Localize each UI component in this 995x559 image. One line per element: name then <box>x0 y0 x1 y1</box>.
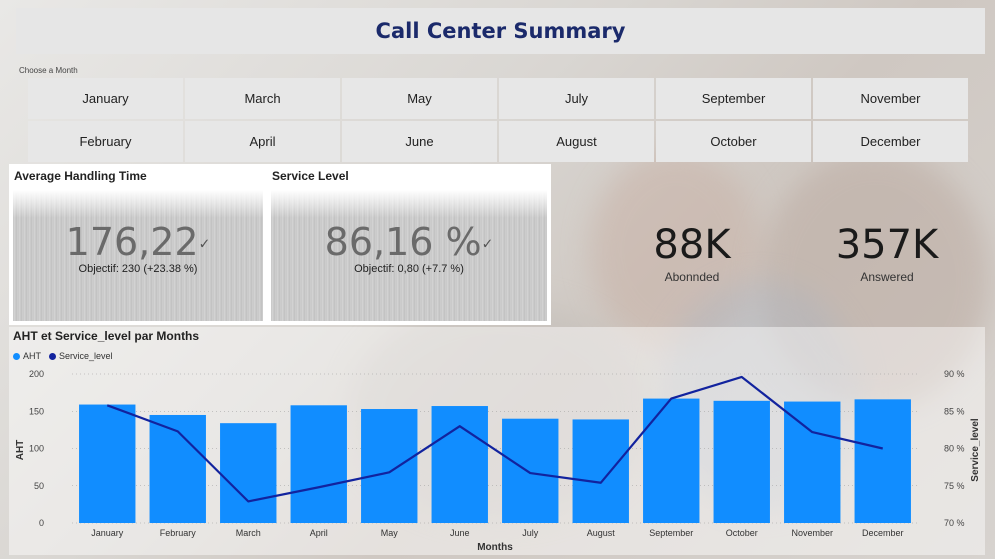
y-tick-label: 100 <box>29 444 44 454</box>
month-button-june[interactable]: June <box>342 121 497 162</box>
page-title: Call Center Summary <box>375 19 626 43</box>
legend-item-aht[interactable]: AHT <box>13 351 41 361</box>
aht-kpi-title: Average Handling Time <box>14 169 147 183</box>
service-level-kpi-title: Service Level <box>272 169 349 183</box>
chart-title: AHT et Service_level par Months <box>13 329 200 343</box>
bar-aht <box>784 401 841 523</box>
title-bar: Call Center Summary <box>16 8 985 54</box>
check-icon: ✓ <box>198 236 211 253</box>
bar-aht <box>431 406 488 523</box>
bar-aht <box>149 414 206 523</box>
line-service-level <box>106 375 883 503</box>
bar-aht <box>79 404 136 523</box>
y-right-tick-label: 80 % <box>944 444 965 454</box>
month-button-september[interactable]: September <box>656 78 811 119</box>
service-level-kpi-value-row: 86,16 %✓ <box>267 220 551 264</box>
y-tick-label: 50 <box>34 481 44 491</box>
service-level-kpi-goal: Objectif: 0,80 (+7.7 %) <box>354 263 464 275</box>
y-right-axis-title: Service_level <box>970 418 981 482</box>
aht-kpi-value-row: 176,22✓ <box>9 220 267 264</box>
x-axis-title: Months <box>477 542 513 553</box>
month-button-july[interactable]: July <box>499 78 654 119</box>
y-axis-title: AHT <box>15 440 26 461</box>
bar-aht <box>502 418 559 523</box>
abandoned-kpi-label: Abonnded <box>664 270 720 284</box>
bar-aht <box>643 398 700 523</box>
month-picker-label: Choose a Month <box>19 66 78 75</box>
y-right-tick-label: 90 % <box>944 369 965 379</box>
check-icon: ✓ <box>481 236 494 253</box>
bar-aht <box>220 423 277 523</box>
legend-label-service-level: Service_level <box>59 351 113 361</box>
abandoned-kpi-value: 88K <box>653 222 731 268</box>
month-button-august[interactable]: August <box>499 121 654 162</box>
month-button-november[interactable]: November <box>813 78 968 119</box>
legend-dot-icon <box>13 353 20 361</box>
legend-item-service-level[interactable]: Service_level <box>49 351 113 361</box>
abandoned-kpi-card[interactable]: 88K Abonnded <box>627 222 757 284</box>
background-photo-blob <box>590 150 760 350</box>
x-tick-label: August <box>587 528 616 538</box>
legend-label-aht: AHT <box>23 351 41 361</box>
x-tick-label: November <box>791 528 833 538</box>
bar-aht <box>572 419 629 523</box>
x-tick-label: September <box>649 528 693 538</box>
aht-kpi-value: 176,22 <box>65 220 199 264</box>
month-button-march[interactable]: March <box>185 78 340 119</box>
x-tick-label: December <box>862 528 904 538</box>
x-tick-label: June <box>450 528 470 538</box>
kpi-background-sparkline <box>13 190 263 321</box>
y-tick-label: 150 <box>29 406 44 416</box>
answered-kpi-label: Answered <box>860 270 914 284</box>
bar-aht <box>361 409 418 523</box>
month-button-may[interactable]: May <box>342 78 497 119</box>
month-picker: January March May July September Novembe… <box>28 78 968 162</box>
y-right-tick-label: 85 % <box>944 406 965 416</box>
x-tick-label: January <box>91 528 124 538</box>
aht-kpi-goal: Objectif: 230 (+23.38 %) <box>78 263 198 275</box>
x-tick-label: April <box>310 528 328 538</box>
background-photo-blob <box>760 150 990 410</box>
month-button-february[interactable]: February <box>28 121 183 162</box>
y-right-tick-label: 70 % <box>944 518 965 528</box>
service-level-kpi-card[interactable]: Service Level 86,16 %✓ Objectif: 0,80 (+… <box>267 164 551 325</box>
x-tick-label: March <box>236 528 261 538</box>
y-tick-label: 0 <box>39 518 44 528</box>
x-tick-label: May <box>381 528 399 538</box>
kpi-background-sparkline <box>271 190 547 321</box>
answered-kpi-value: 357K <box>835 222 939 268</box>
x-tick-label: July <box>522 528 539 538</box>
month-button-january[interactable]: January <box>28 78 183 119</box>
y-right-tick-label: 75 % <box>944 481 965 491</box>
service-level-kpi-value: 86,16 % <box>324 220 482 264</box>
y-tick-label: 200 <box>29 369 44 379</box>
aht-kpi-card[interactable]: Average Handling Time 176,22✓ Objectif: … <box>9 164 267 325</box>
x-tick-label: February <box>160 528 197 538</box>
bar-aht <box>290 405 347 523</box>
month-button-december[interactable]: December <box>813 121 968 162</box>
chart-legend: AHT Service_level <box>13 351 113 361</box>
x-tick-label: October <box>726 528 758 538</box>
answered-kpi-card[interactable]: 357K Answered <box>822 222 952 284</box>
month-button-april[interactable]: April <box>185 121 340 162</box>
bar-aht <box>854 399 911 523</box>
month-button-october[interactable]: October <box>656 121 811 162</box>
legend-dot-icon <box>49 353 56 361</box>
bar-aht <box>713 400 770 523</box>
